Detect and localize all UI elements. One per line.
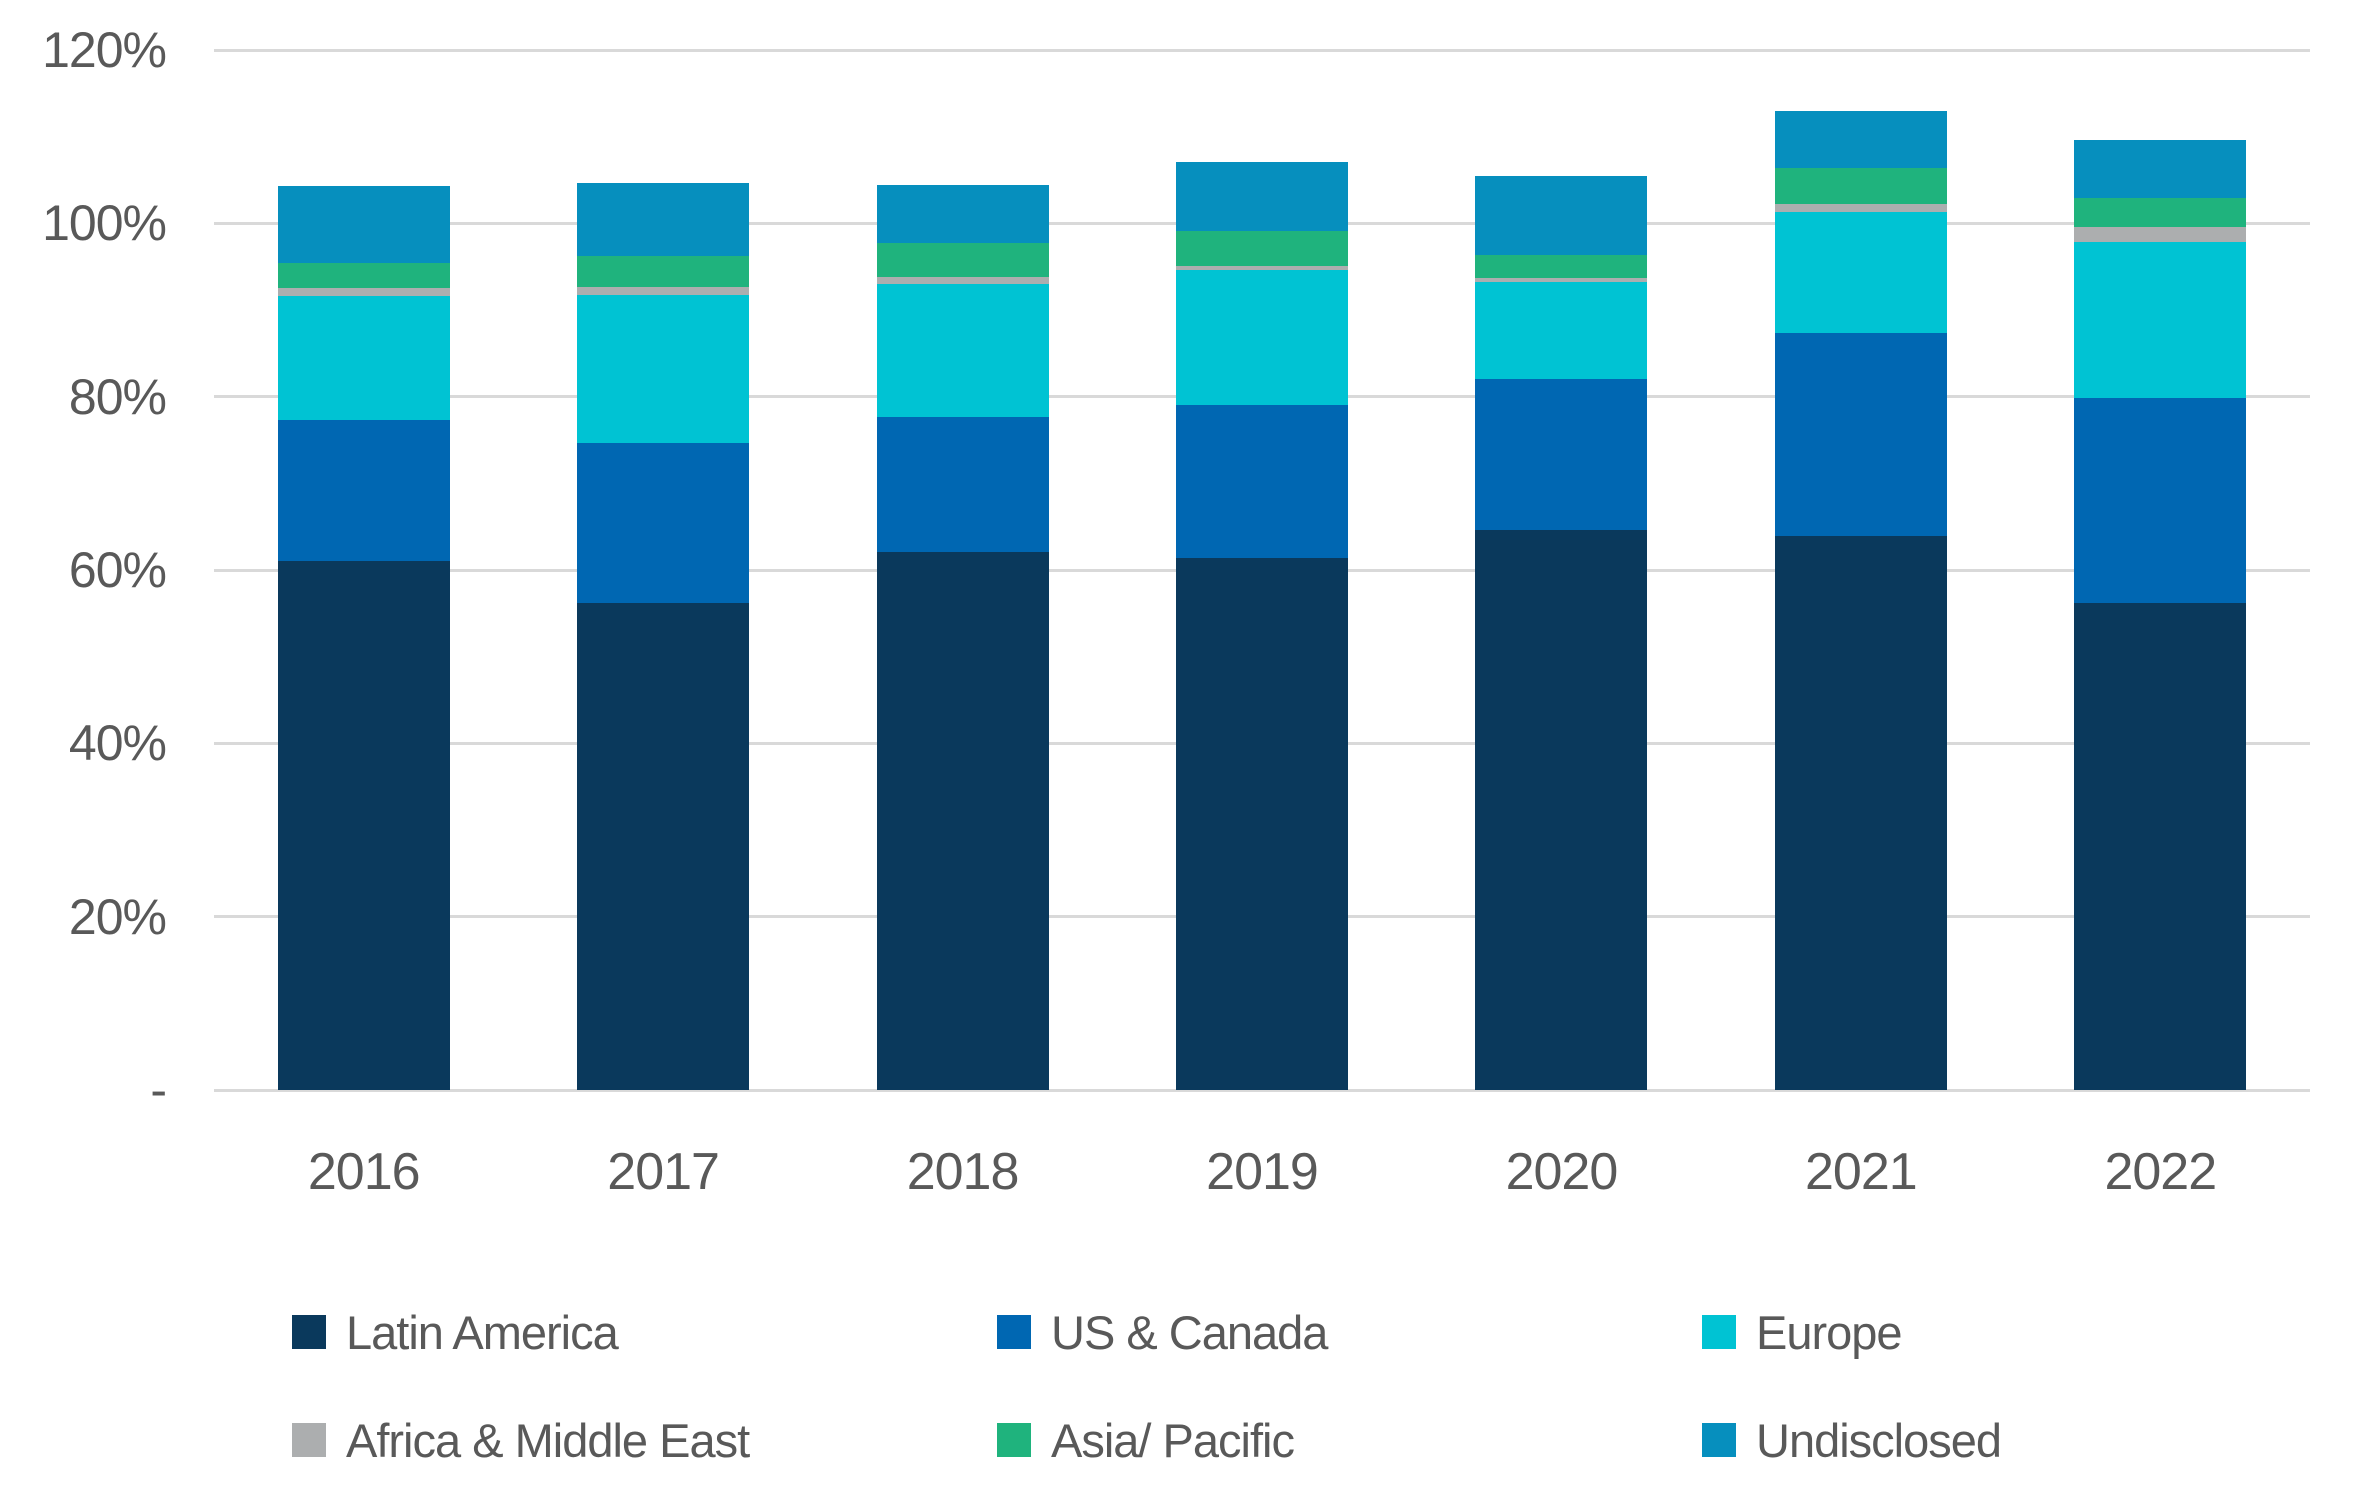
bar-segment-latin-america-2018	[876, 551, 1049, 1090]
x-tick-label-2020: 2020	[1505, 1143, 1619, 1201]
bar-segment-us-canada-2017	[577, 443, 750, 603]
bar-segment-undisclosed-2021	[1774, 110, 1947, 168]
bar-segment-latin-america-2016	[277, 561, 450, 1090]
bar-segment-africa-middle-east-2016	[277, 288, 450, 297]
legend-label-africa-middle-east: Africa & Middle East	[346, 1413, 750, 1467]
legend-swatch-europe	[1702, 1315, 1736, 1349]
y-tick-label-20: 20%	[68, 888, 167, 945]
bar-segment-undisclosed-2019	[1176, 161, 1348, 232]
bar-2018	[876, 185, 1049, 1090]
bar-segment-asia-pacific-2018	[876, 243, 1049, 278]
gridline-0	[214, 1088, 2310, 1092]
bar-segment-africa-middle-east-2020	[1475, 277, 1648, 283]
legend-item-us-canada: US & Canada	[997, 1305, 1702, 1359]
gridline-120	[214, 48, 2310, 52]
y-tick-label-0: -	[150, 1062, 167, 1118]
bar-segment-asia-pacific-2020	[1475, 254, 1648, 278]
bar-segment-undisclosed-2022	[2074, 140, 2247, 199]
y-tick-label-100: 100%	[42, 195, 167, 252]
legend-swatch-africa-middle-east	[292, 1423, 326, 1457]
bar-segment-africa-middle-east-2022	[2074, 226, 2247, 242]
bar-segment-us-canada-2021	[1774, 332, 1947, 537]
bar-2019	[1176, 161, 1348, 1090]
bar-segment-africa-middle-east-2019	[1176, 265, 1348, 271]
bar-segment-us-canada-2022	[2074, 397, 2247, 603]
legend-item-asia-pacific: Asia/ Pacific	[997, 1413, 1702, 1467]
bar-2021	[1774, 110, 1947, 1090]
bar-segment-undisclosed-2020	[1475, 175, 1648, 255]
bar-segment-us-canada-2019	[1176, 405, 1348, 558]
legend-label-asia-pacific: Asia/ Pacific	[1051, 1413, 1295, 1467]
y-tick-label-120: 120%	[42, 22, 167, 78]
x-tick-label-2022: 2022	[2104, 1143, 2217, 1201]
bar-segment-asia-pacific-2017	[577, 256, 750, 287]
y-tick-label-60: 60%	[68, 542, 167, 598]
x-tick-label-2018: 2018	[906, 1143, 1020, 1201]
bar-segment-us-canada-2018	[876, 417, 1049, 552]
legend-swatch-asia-pacific	[997, 1423, 1031, 1457]
bar-segment-europe-2017	[577, 295, 750, 444]
legend-swatch-undisclosed	[1702, 1423, 1736, 1457]
legend-label-europe: Europe	[1756, 1305, 1903, 1359]
bar-segment-us-canada-2020	[1475, 379, 1648, 531]
legend-item-undisclosed: Undisclosed	[1702, 1413, 2362, 1467]
legend-label-latin-america: Latin America	[346, 1305, 619, 1359]
x-tick-label-2016: 2016	[307, 1143, 421, 1201]
y-tick-label-80: 80%	[68, 368, 167, 425]
x-tick-label-2017: 2017	[607, 1143, 720, 1201]
legend-swatch-latin-america	[292, 1315, 326, 1349]
bar-segment-europe-2018	[876, 284, 1049, 418]
x-tick-label-2019: 2019	[1206, 1143, 1319, 1201]
legend-label-undisclosed: Undisclosed	[1756, 1413, 2002, 1467]
bar-segment-europe-2022	[2074, 241, 2247, 398]
bar-segment-africa-middle-east-2021	[1774, 204, 1947, 213]
bar-segment-undisclosed-2016	[277, 186, 450, 264]
bar-segment-latin-america-2019	[1176, 557, 1348, 1090]
bar-segment-europe-2019	[1176, 270, 1348, 406]
legend-swatch-us-canada	[997, 1315, 1031, 1349]
legend-item-latin-america: Latin America	[292, 1305, 997, 1359]
bar-segment-asia-pacific-2021	[1774, 167, 1947, 205]
bar-2022	[2074, 140, 2247, 1090]
bar-segment-africa-middle-east-2017	[577, 286, 750, 296]
bar-segment-latin-america-2021	[1774, 536, 1947, 1090]
bar-segment-undisclosed-2017	[577, 182, 750, 257]
legend-item-africa-middle-east: Africa & Middle East	[292, 1413, 997, 1467]
bar-segment-us-canada-2016	[277, 420, 450, 562]
bar-segment-asia-pacific-2016	[277, 263, 450, 289]
bar-segment-undisclosed-2018	[876, 185, 1049, 244]
legend-label-us-canada: US & Canada	[1051, 1305, 1328, 1359]
bar-2017	[577, 182, 750, 1090]
legend: Latin America US & Canada Europe Africa & M…	[292, 1305, 2362, 1467]
bar-segment-latin-america-2017	[577, 602, 750, 1090]
bar-2016	[277, 186, 450, 1090]
bar-segment-latin-america-2020	[1475, 530, 1648, 1090]
bar-2020	[1475, 175, 1648, 1090]
bar-segment-africa-middle-east-2018	[876, 277, 1049, 285]
bar-segment-asia-pacific-2019	[1176, 231, 1348, 266]
legend-item-europe: Europe	[1702, 1305, 2362, 1359]
bar-segment-europe-2020	[1475, 282, 1648, 380]
x-tick-label-2021: 2021	[1805, 1143, 1918, 1201]
bar-segment-asia-pacific-2022	[2074, 198, 2247, 227]
bar-segment-europe-2016	[277, 296, 450, 421]
y-tick-label-40: 40%	[68, 715, 167, 772]
bar-segment-latin-america-2022	[2074, 602, 2247, 1090]
bar-segment-europe-2021	[1774, 212, 1947, 333]
